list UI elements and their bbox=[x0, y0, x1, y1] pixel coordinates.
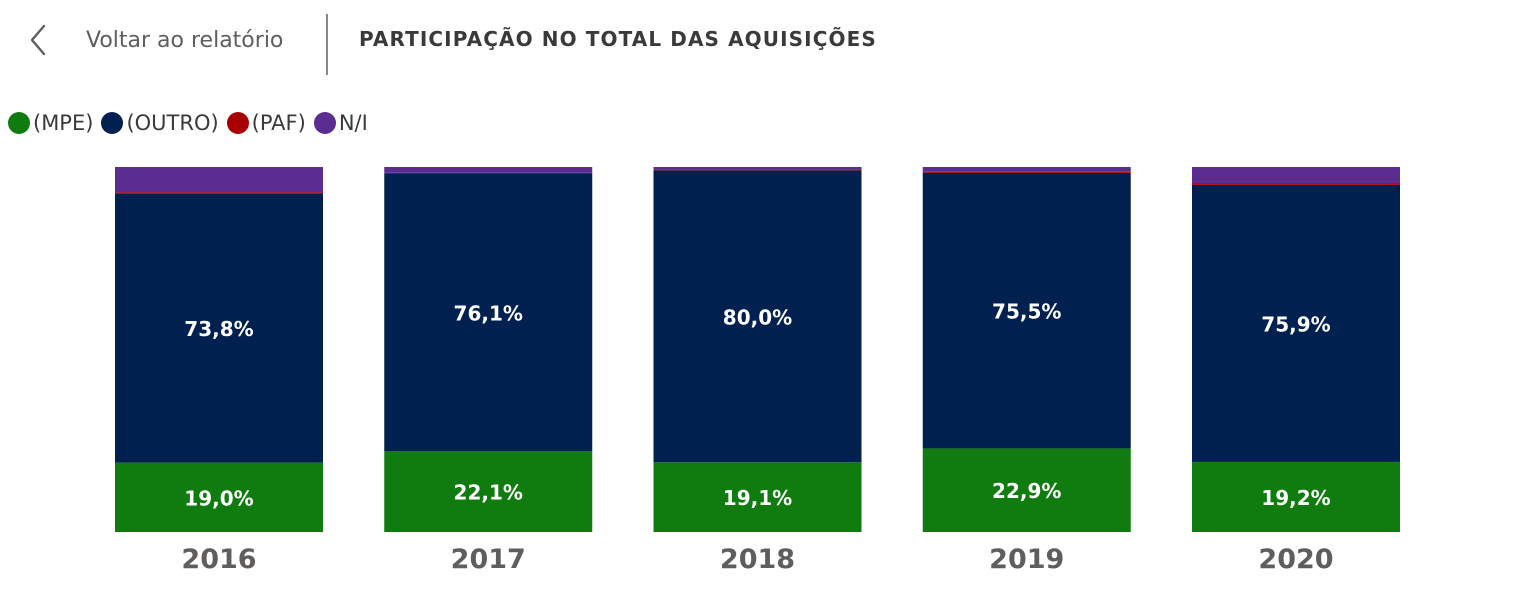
bar-segment-outro-2017[interactable] bbox=[384, 173, 593, 452]
data-label-mpe-2017: 22,1% bbox=[454, 481, 523, 505]
data-label-outro-2019: 75,5% bbox=[992, 300, 1061, 324]
bar-segment-mpe-2020[interactable] bbox=[1192, 461, 1400, 532]
data-label-mpe-2018: 19,1% bbox=[723, 486, 792, 510]
bar-segment-ni-2016[interactable] bbox=[115, 167, 323, 193]
data-label-mpe-2016: 19,0% bbox=[184, 486, 253, 510]
x-tick-label-2016: 2016 bbox=[181, 544, 256, 575]
x-tick-label-2017: 2017 bbox=[451, 544, 526, 575]
bar-segment-mpe-2017[interactable] bbox=[384, 451, 593, 532]
chart-legend: (MPE) (OUTRO) (PAF) N/I bbox=[8, 108, 376, 138]
x-tick-label-2018: 2018 bbox=[720, 544, 795, 575]
data-label-mpe-2020: 19,2% bbox=[1261, 486, 1330, 510]
legend-label-outro: (OUTRO) bbox=[126, 111, 219, 135]
bar-segment-paf-2018[interactable] bbox=[653, 169, 862, 171]
chevron-left-icon bbox=[30, 24, 46, 56]
bar-segment-ni-2019[interactable] bbox=[922, 167, 1131, 172]
legend-label-ni: N/I bbox=[338, 111, 368, 135]
legend-item-paf[interactable]: (PAF) bbox=[226, 111, 306, 135]
bar-segment-paf-2020[interactable] bbox=[1192, 183, 1400, 185]
legend-marker-ni bbox=[313, 112, 336, 134]
legend-label-mpe: (MPE) bbox=[33, 111, 94, 135]
data-label-outro-2017: 76,1% bbox=[454, 301, 523, 325]
back-to-report-button[interactable]: Voltar ao relatório bbox=[24, 18, 283, 62]
page-title: PARTICIPAÇÃO NO TOTAL DAS AQUISIÇÕES bbox=[359, 27, 877, 51]
header: Voltar ao relatório PARTICIPAÇÃO NO TOTA… bbox=[0, 0, 1520, 80]
legend-marker-paf bbox=[226, 112, 249, 134]
data-label-outro-2016: 73,8% bbox=[184, 317, 253, 341]
bar-segment-outro-2020[interactable] bbox=[1192, 184, 1400, 462]
data-label-outro-2020: 75,9% bbox=[1261, 312, 1330, 336]
bar-segment-ni-2017[interactable] bbox=[384, 167, 593, 173]
bar-segment-mpe-2018[interactable] bbox=[653, 462, 862, 532]
x-tick-label-2020: 2020 bbox=[1258, 544, 1333, 575]
bar-segment-mpe-2016[interactable] bbox=[115, 462, 323, 532]
legend-label-paf: (PAF) bbox=[251, 111, 306, 135]
bar-segment-paf-2016[interactable] bbox=[115, 192, 323, 194]
back-label: Voltar ao relatório bbox=[86, 27, 284, 53]
bar-segment-outro-2018[interactable] bbox=[653, 170, 862, 463]
bar-segment-ni-2018[interactable] bbox=[653, 167, 862, 170]
bar-segment-outro-2016[interactable] bbox=[115, 193, 323, 463]
legend-marker-outro bbox=[101, 112, 124, 134]
legend-item-mpe[interactable]: (MPE) bbox=[8, 111, 93, 135]
data-label-outro-2018: 80,0% bbox=[723, 305, 792, 329]
bar-segment-paf-2017[interactable] bbox=[384, 172, 593, 174]
legend-item-ni[interactable]: N/I bbox=[313, 111, 368, 135]
bar-segment-mpe-2019[interactable] bbox=[922, 448, 1131, 532]
bar-segment-ni-2020[interactable] bbox=[1192, 167, 1400, 184]
bar-segment-paf-2019[interactable] bbox=[922, 171, 1131, 173]
x-tick-label-2019: 2019 bbox=[989, 544, 1064, 575]
bar-segment-outro-2019[interactable] bbox=[922, 172, 1131, 449]
data-label-mpe-2019: 22,9% bbox=[992, 479, 1061, 503]
header-divider bbox=[326, 14, 328, 75]
legend-item-outro[interactable]: (OUTRO) bbox=[101, 111, 219, 135]
legend-marker-mpe bbox=[8, 112, 30, 134]
